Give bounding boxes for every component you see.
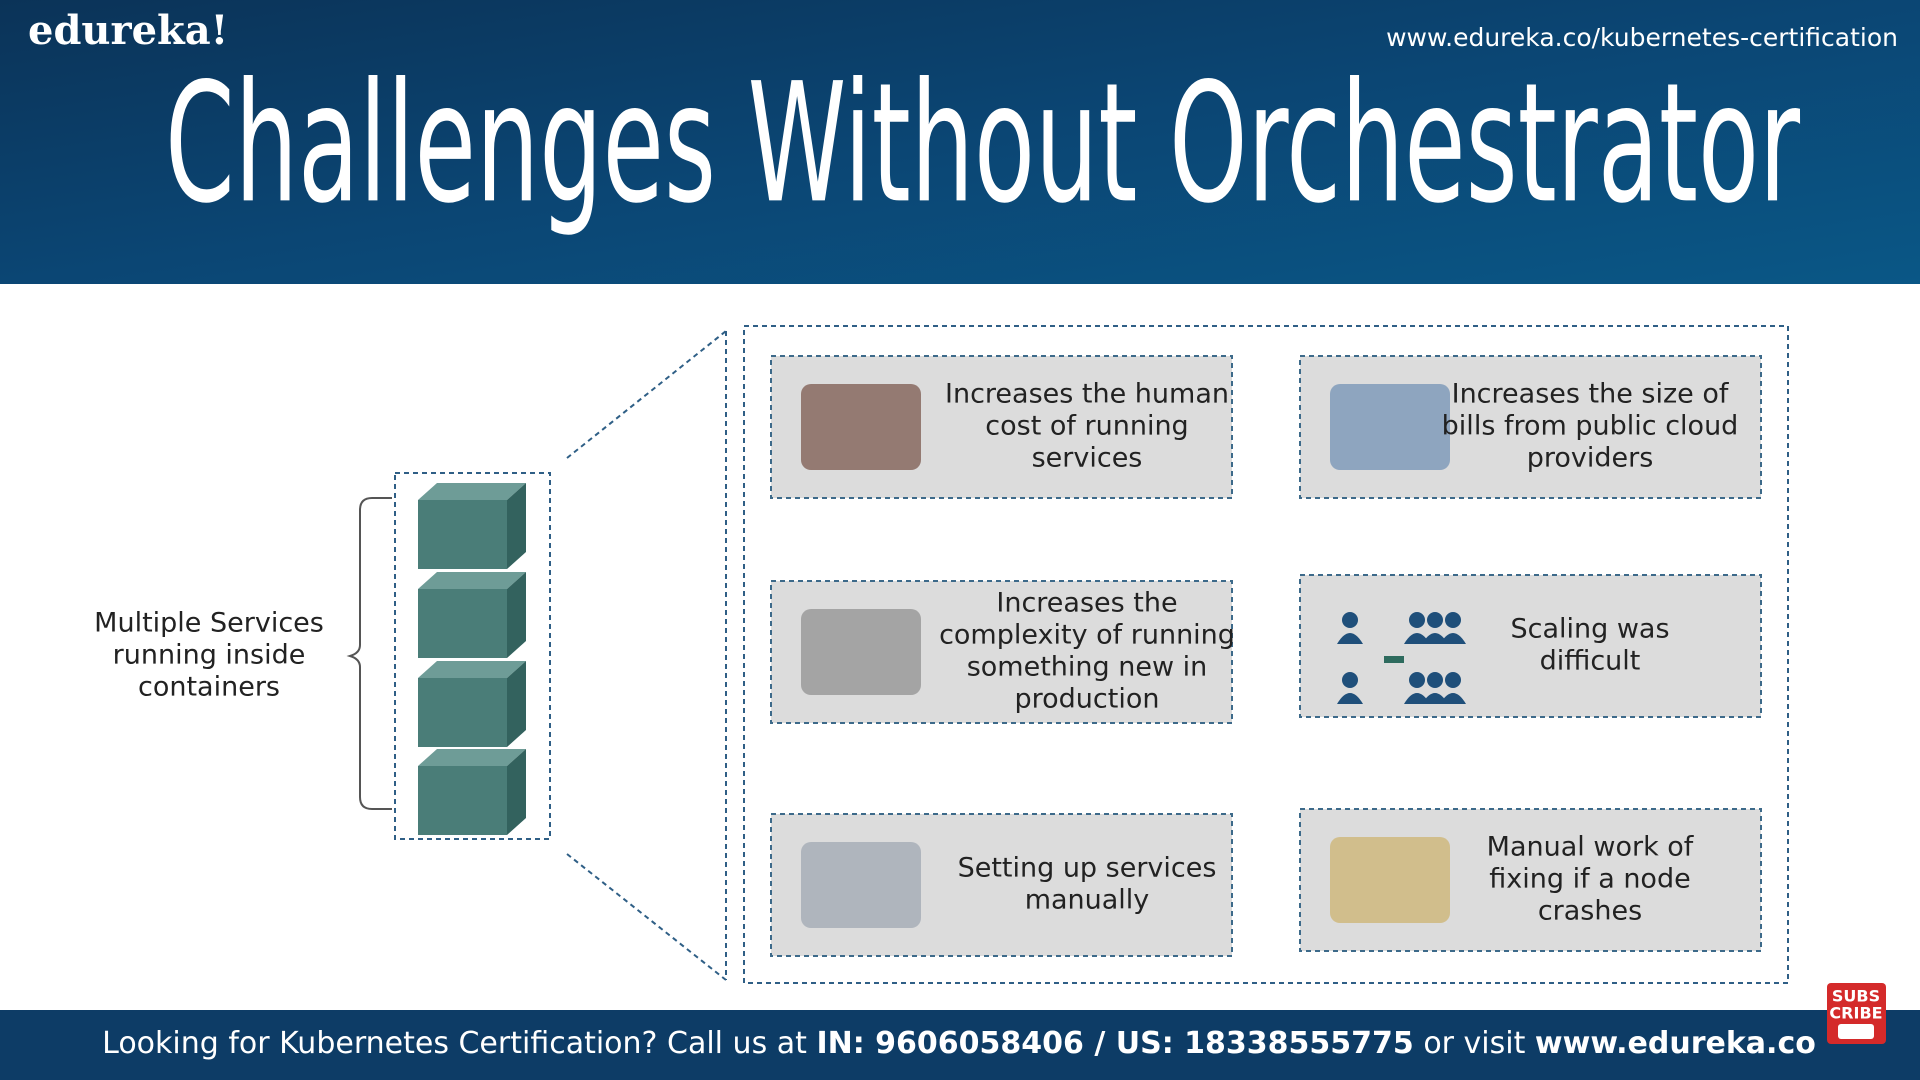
person-head: [1427, 612, 1443, 628]
card-icon: [801, 609, 921, 695]
card-text: Setting up services: [958, 853, 1217, 884]
cube-top: [418, 661, 526, 678]
card-text: services: [1032, 443, 1143, 474]
arrow: [1384, 656, 1404, 663]
cube-top: [418, 572, 526, 589]
icon-shape: [801, 384, 921, 470]
card-text: manually: [1025, 885, 1150, 916]
person-body: [1404, 693, 1430, 704]
person-body: [1422, 693, 1448, 704]
card-icon: [1330, 384, 1450, 470]
card-icon: [1337, 612, 1466, 704]
subscribe-badge[interactable]: SUBS CRIBE: [1827, 983, 1886, 1044]
cube-side: [507, 572, 526, 658]
cube-top: [418, 483, 526, 500]
label-line: containers: [138, 672, 280, 703]
person-head: [1445, 672, 1461, 688]
person-head: [1342, 672, 1358, 688]
card-text: crashes: [1538, 896, 1642, 927]
card-text: Increases the size of: [1452, 379, 1730, 410]
header-bar: [0, 0, 1920, 284]
cube-side: [507, 749, 526, 835]
url: www.edureka.co/kubernetes-certification: [1386, 23, 1898, 52]
cube-front: [418, 678, 507, 747]
card-icon: [801, 842, 921, 928]
badge-icon: [1838, 1024, 1874, 1039]
footer-site: www.edureka.co: [1535, 1026, 1816, 1061]
person-body: [1440, 633, 1466, 644]
cubes: [418, 483, 526, 835]
cube-front: [418, 589, 507, 658]
badge-line: SUBS: [1832, 987, 1880, 1006]
logo: edureka!: [28, 7, 228, 54]
card-text: bills from public cloud: [1442, 411, 1739, 442]
footer-text: Looking for Kubernetes Certification? Ca…: [102, 1026, 1816, 1061]
container-box: [394, 472, 551, 840]
zoom-lines: [566, 330, 727, 981]
card-text: difficult: [1540, 646, 1641, 677]
person-body: [1337, 633, 1363, 644]
label-line: running inside: [113, 640, 306, 671]
footer-bar: [0, 1010, 1920, 1080]
person-head: [1409, 612, 1425, 628]
person-head: [1342, 612, 1358, 628]
card-icon: [801, 384, 921, 470]
cube-front: [418, 766, 507, 835]
person-body: [1337, 693, 1363, 704]
person-head: [1445, 612, 1461, 628]
icon-shape: [801, 842, 921, 928]
title: Challenges Without Orchestrator: [165, 47, 1801, 239]
card-text: cost of running: [985, 411, 1188, 442]
cards-box: [743, 325, 1789, 984]
icon-shape: [1330, 384, 1450, 470]
cube-front: [418, 500, 507, 569]
card-text: something new in: [967, 652, 1208, 683]
card-text: providers: [1527, 443, 1654, 474]
icon-shape: [801, 609, 921, 695]
card-text: Manual work of: [1487, 832, 1695, 863]
cube-side: [507, 661, 526, 747]
card-text: production: [1015, 684, 1160, 715]
card-text: Increases the: [996, 588, 1177, 619]
footer-middle: or visit: [1423, 1026, 1525, 1061]
card-text: fixing if a node: [1489, 864, 1690, 895]
card: [1299, 574, 1762, 718]
cube-top: [418, 749, 526, 766]
person-body: [1440, 693, 1466, 704]
card-icon: [1330, 837, 1450, 923]
card-text: complexity of running: [939, 620, 1235, 651]
brace: [346, 497, 392, 810]
icon-shape: [1330, 837, 1450, 923]
card-text: Scaling was: [1510, 614, 1669, 645]
person-head: [1409, 672, 1425, 688]
card-text: Increases the human: [945, 379, 1229, 410]
person-head: [1427, 672, 1443, 688]
footer-phone: IN: 9606058406 / US: 18338555775: [816, 1026, 1413, 1061]
person-body: [1404, 633, 1430, 644]
cube-side: [507, 483, 526, 569]
person-body: [1422, 633, 1448, 644]
badge-line: CRIBE: [1829, 1004, 1882, 1023]
label-line: Multiple Services: [94, 608, 324, 639]
footer-prefix: Looking for Kubernetes Certification? Ca…: [102, 1026, 807, 1061]
